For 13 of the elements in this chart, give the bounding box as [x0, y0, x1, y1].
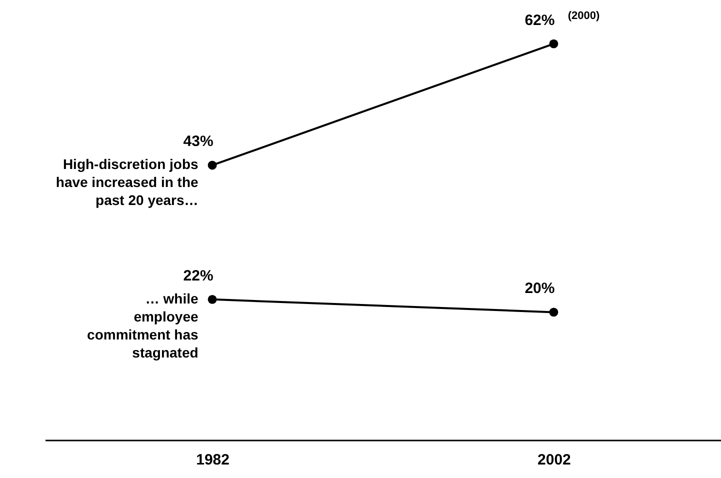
data-label: 22% [183, 267, 214, 284]
annotation: (2000) [568, 10, 600, 22]
point [549, 308, 558, 317]
series-label: … while employee commitment has stagnated [87, 290, 199, 360]
data-label: 62% [524, 12, 555, 29]
point [208, 160, 217, 170]
x-tick-label: 1982 [196, 452, 230, 468]
point [549, 39, 558, 48]
data-label: 20% [524, 280, 555, 298]
x-tick-label: 2002 [538, 452, 571, 468]
point [208, 294, 217, 304]
series-label: High-discretion jobs have increased in the past 20 years… [56, 156, 198, 208]
data-label: 43% [183, 133, 214, 150]
